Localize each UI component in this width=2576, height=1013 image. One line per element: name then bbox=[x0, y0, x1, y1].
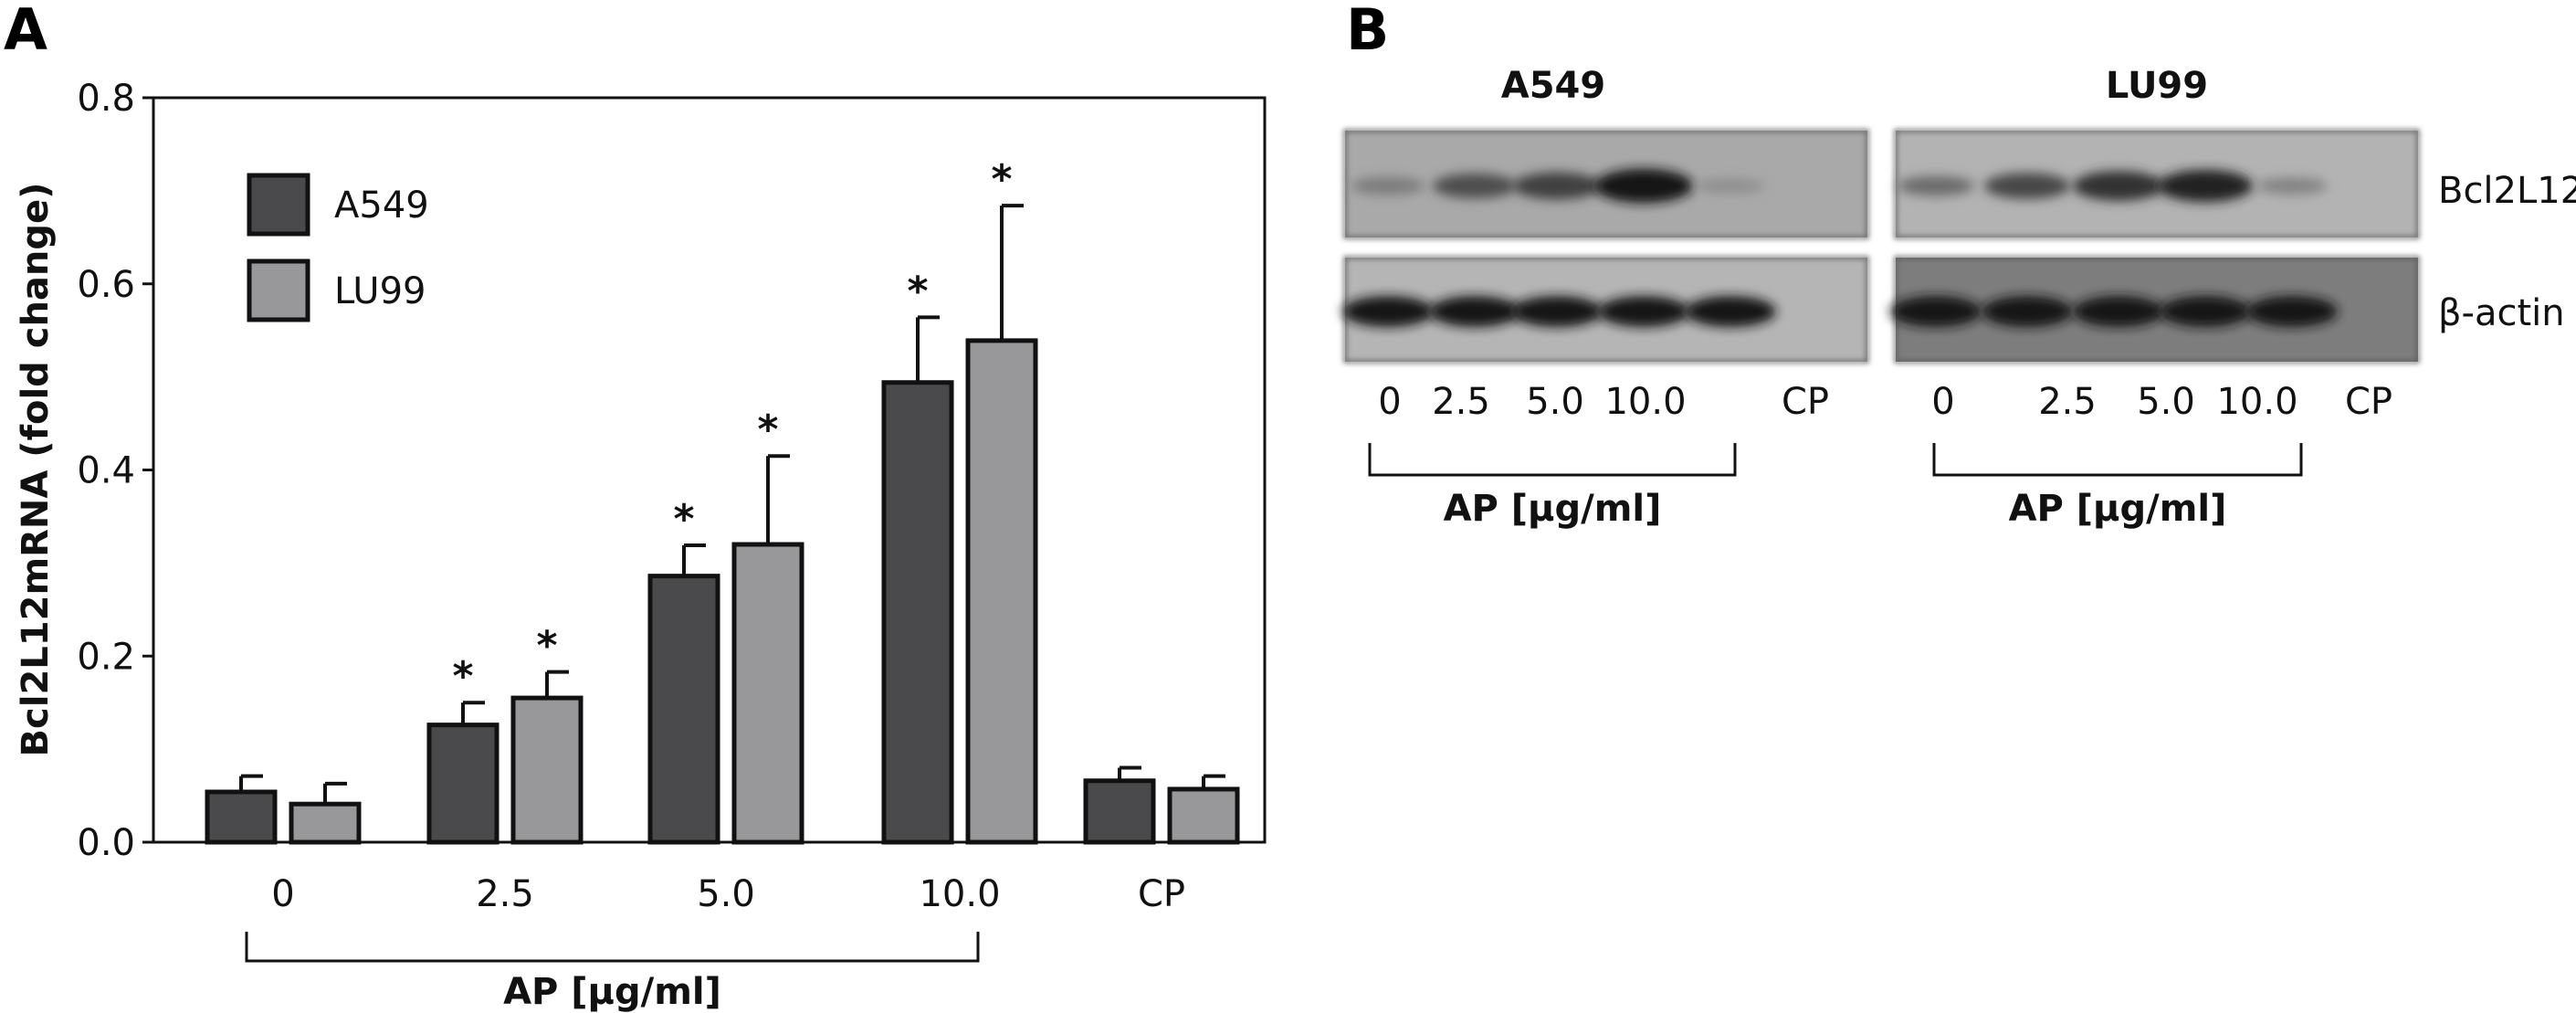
blot-bracket-line bbox=[1932, 443, 2303, 477]
lane-label: CP bbox=[1782, 381, 1829, 423]
blot-band bbox=[1890, 296, 1982, 327]
bars: * * * * * * bbox=[205, 156, 1240, 845]
lane-label: 10.0 bbox=[1604, 381, 1686, 423]
blot-band bbox=[1696, 178, 1765, 194]
bar-lu99-5.0 bbox=[731, 542, 804, 845]
blot-band bbox=[2246, 296, 2338, 327]
lane-label: 5.0 bbox=[2137, 381, 2195, 423]
lane-label: CP bbox=[2345, 381, 2392, 423]
western-blot: A549 0 2.5 5.0 10.0 CP AP [μg/ml] LU99 0 2.5 5.0 10… bbox=[1342, 65, 2576, 530]
y-tick-label: 0.8 bbox=[77, 78, 135, 120]
row-label-bcl2l12: Bcl2L12 bbox=[2438, 170, 2576, 212]
lane-label: 0 bbox=[1931, 381, 1954, 423]
blot-group-lu99: LU99 0 2.5 5.0 10.0 CP AP [μg/ml] bbox=[1890, 65, 2420, 530]
blot-bracket-line bbox=[1368, 443, 1737, 477]
blot-band bbox=[2160, 296, 2251, 327]
blot-band bbox=[1511, 296, 1603, 327]
blot-group-a549: A549 0 2.5 5.0 10.0 CP AP [μg/ml] bbox=[1342, 65, 1869, 530]
blot-band bbox=[2073, 171, 2164, 201]
ap-bracket: AP [μg/ml] bbox=[245, 932, 980, 1013]
significance-star: * bbox=[452, 653, 473, 700]
blot-band bbox=[1898, 175, 1974, 196]
bar-lu99-CP bbox=[1167, 786, 1240, 845]
y-axis-title: Bcl2L12mRNA (fold change) bbox=[15, 183, 57, 757]
x-tick-label: 5.0 bbox=[697, 873, 755, 915]
y-tick-label: 0.2 bbox=[77, 636, 135, 678]
blot-bracket-label: AP [μg/ml] bbox=[2009, 488, 2227, 530]
y-tick-label: 0.0 bbox=[77, 822, 135, 864]
blot-bracket-label: AP [μg/ml] bbox=[1444, 488, 1662, 530]
x-axis-ticks: 0 2.5 5.0 10.0 CP bbox=[271, 873, 1185, 915]
bar-a549-10.0 bbox=[881, 380, 954, 845]
significance-star: * bbox=[673, 496, 694, 543]
legend-label-lu99: LU99 bbox=[334, 270, 426, 312]
bar-chart: 0.0 0.2 0.4 0.6 0.8 Bcl2L12mRNA (fold change… bbox=[15, 78, 1267, 1013]
lane-label: 2.5 bbox=[2038, 381, 2097, 423]
x-tick-label: 10.0 bbox=[919, 873, 1000, 915]
legend: A549 LU99 bbox=[247, 173, 429, 322]
blot-membrane-edge bbox=[1894, 129, 2420, 239]
lane-label: 0 bbox=[1378, 381, 1401, 423]
bar-lu99-0 bbox=[289, 801, 362, 845]
blot-band bbox=[1342, 296, 1434, 327]
bar-a549-5.0 bbox=[647, 574, 720, 845]
x-tick-label: 0 bbox=[271, 873, 294, 915]
blot-band bbox=[1351, 176, 1425, 195]
lane-label: 5.0 bbox=[1526, 381, 1584, 423]
bar-a549-CP bbox=[1083, 778, 1156, 845]
blot-band bbox=[2256, 177, 2328, 195]
blot-band bbox=[1594, 168, 1693, 204]
blot-band bbox=[1984, 173, 2070, 199]
blot-title: LU99 bbox=[2106, 65, 2208, 107]
bar-a549-2.5 bbox=[426, 723, 499, 845]
x-tick-label: CP bbox=[1138, 873, 1185, 915]
bar-a549-0 bbox=[205, 789, 278, 845]
blot-membrane-edge bbox=[1343, 129, 1869, 239]
panel-b-letter: B bbox=[1346, 0, 1389, 63]
blot-title: A549 bbox=[1501, 65, 1605, 107]
lane-label: 2.5 bbox=[1432, 381, 1490, 423]
y-tick-label: 0.6 bbox=[77, 264, 135, 306]
blot-band bbox=[2158, 169, 2253, 203]
row-label-beta-actin: β-actin bbox=[2438, 292, 2565, 334]
bar-lu99-2.5 bbox=[510, 695, 584, 845]
x-tick-label: 2.5 bbox=[476, 873, 534, 915]
blot-band bbox=[1685, 296, 1776, 327]
bar-lu99-10.0 bbox=[965, 338, 1038, 845]
blot-band bbox=[1513, 172, 1601, 200]
y-axis-ticks: 0.0 0.2 0.4 0.6 0.8 bbox=[77, 78, 153, 864]
blot-band bbox=[1598, 296, 1689, 327]
lane-label: 10.0 bbox=[2216, 381, 2297, 423]
blot-band bbox=[2073, 296, 2164, 327]
blot-band bbox=[1433, 173, 1517, 199]
significance-star: * bbox=[991, 156, 1012, 203]
panel-a-letter: A bbox=[4, 0, 47, 63]
legend-label-a549: A549 bbox=[334, 185, 429, 227]
ap-bracket-label: AP [μg/ml] bbox=[503, 971, 721, 1013]
ap-bracket-line bbox=[245, 932, 980, 963]
significance-star: * bbox=[757, 406, 778, 453]
y-tick-label: 0.4 bbox=[77, 450, 135, 492]
significance-star: * bbox=[536, 623, 557, 670]
legend-swatch-a549 bbox=[247, 173, 310, 237]
blot-band bbox=[1429, 296, 1520, 327]
legend-swatch-lu99 bbox=[247, 259, 310, 322]
significance-star: * bbox=[907, 268, 928, 314]
blot-band bbox=[1982, 296, 2073, 327]
